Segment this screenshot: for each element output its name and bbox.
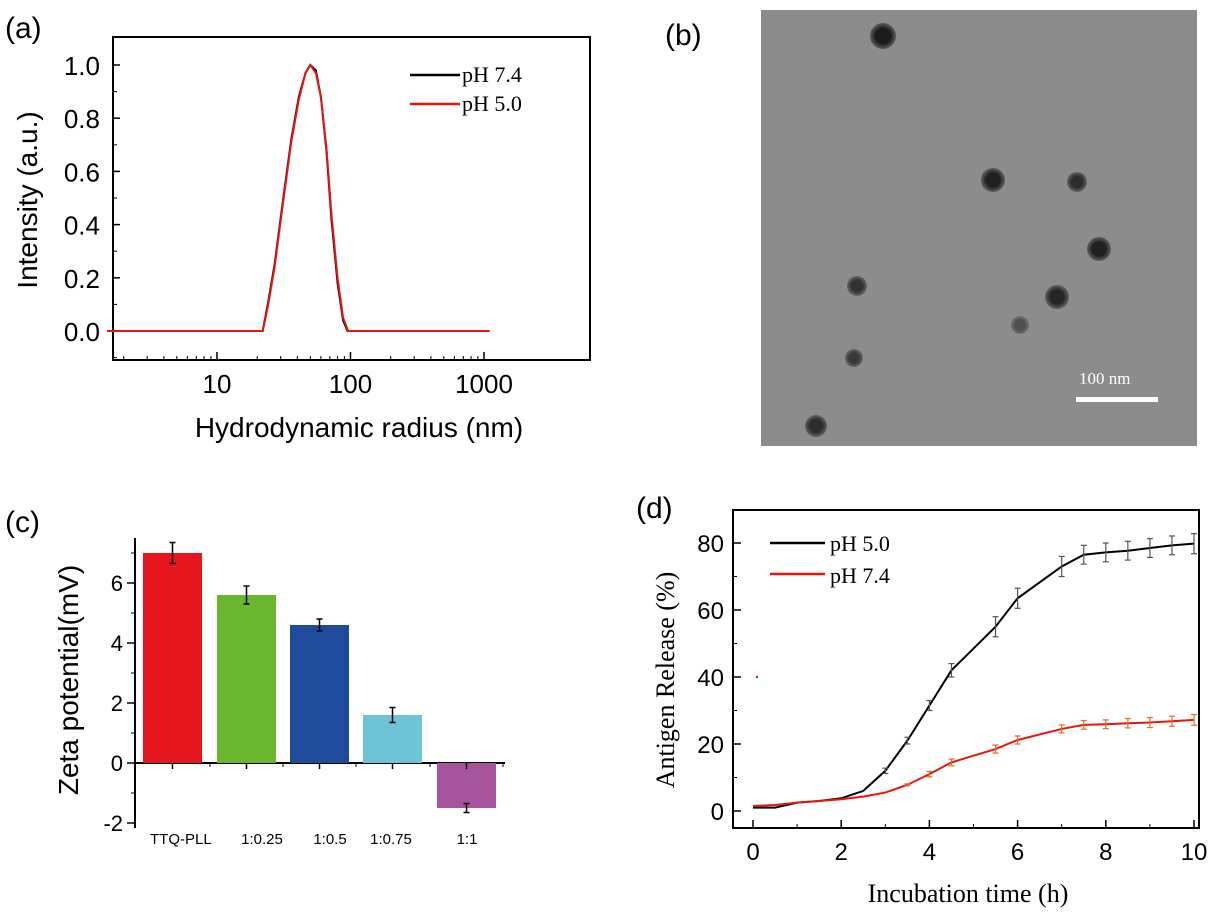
y-tick-label-d: 80 — [697, 531, 724, 558]
y-tick-label-d: 40 — [697, 665, 724, 692]
y-tick-label-c: 6 — [111, 571, 123, 596]
x-tick-label-d: 4 — [923, 839, 936, 866]
legend-label-ph74: pH 7.4 — [462, 62, 522, 87]
x-tick-label-c: 1:1 — [457, 831, 478, 848]
x-tick-label-c: 1:0.5 — [313, 831, 346, 848]
plot-frame-d — [732, 509, 1200, 829]
stray-marker — [755, 675, 759, 679]
x-tick-label-d: 8 — [1099, 839, 1112, 866]
x-axis-title-a: Hydrodynamic radius (nm) — [195, 412, 523, 443]
nanoparticle — [1067, 172, 1087, 192]
x-tick-label-a: 1000 — [455, 369, 513, 399]
nanoparticle — [847, 276, 867, 296]
bar-1:0.25 — [217, 595, 276, 763]
x-tick-label-d: 6 — [1011, 839, 1024, 866]
bar-ttq-pll — [143, 553, 202, 763]
y-tick-label-d: 20 — [697, 732, 724, 759]
x-tick-label-c: 1:0.25 — [241, 831, 283, 848]
legend-d: pH 5.0 pH 7.4 — [770, 531, 890, 588]
series-line-ph50 — [107, 63, 490, 332]
y-tick-label-c: -2 — [103, 811, 123, 836]
tem-micrograph: 100 nm — [761, 10, 1197, 446]
scale-bar — [1076, 397, 1158, 402]
y-tick-label-a: 0.6 — [64, 157, 100, 187]
y-tick-label-a: 0.0 — [64, 317, 100, 347]
panel-label-b: (b) — [665, 19, 702, 52]
y-tick-label-a: 0.8 — [64, 104, 100, 134]
y-tick-label-c: 4 — [111, 631, 123, 656]
series-line-ph50 — [753, 542, 1195, 809]
panel-a-chart: 0.0 0.2 0.4 0.6 0.8 1.0 10 100 1000 pH 7.4 pH 5.… — [12, 36, 591, 443]
x-tick-label-d: 0 — [746, 839, 759, 866]
legend-a: pH 7.4 pH 5.0 — [410, 62, 522, 116]
y-tick-label-a: 0.4 — [64, 211, 100, 241]
panel-label-a: (a) — [5, 12, 42, 45]
nanoparticle — [1087, 237, 1111, 261]
nanoparticle — [1011, 316, 1029, 334]
panel-c-chart: -2 0 2 4 6 TTQ-PLL 1:0.25 1:0.5 1:0.75 1:1 Zeta … — [53, 538, 505, 848]
y-tick-label-c: 2 — [111, 691, 123, 716]
legend-label-ph74-d: pH 7.4 — [830, 563, 890, 588]
series-line-ph74 — [752, 718, 1195, 807]
y-axis-title-a: Intensity (a.u.) — [12, 111, 43, 288]
y-tick-label-c: 0 — [111, 751, 123, 776]
x-axis-title-d: Incubation time (h) — [868, 879, 1069, 908]
x-tick-label-d: 2 — [835, 839, 848, 866]
x-tick-label-c: TTQ-PLL — [150, 831, 212, 848]
nanoparticle — [870, 23, 896, 49]
y-tick-label-d: 0 — [711, 799, 724, 826]
y-tick-label-d: 60 — [697, 598, 724, 625]
x-tick-label-a: 10 — [203, 369, 232, 399]
bar-1:1 — [437, 763, 496, 808]
bar-1:0.5 — [290, 625, 349, 763]
legend-label-ph50-d: pH 5.0 — [830, 531, 890, 556]
x-tick-label-d: 10 — [1181, 839, 1208, 866]
nanoparticle — [981, 168, 1005, 192]
panel-label-c: (c) — [5, 506, 40, 539]
nanoparticle — [1045, 285, 1069, 309]
scale-bar-label: 100 nm — [1079, 369, 1131, 388]
legend-label-ph50: pH 5.0 — [462, 91, 522, 116]
x-tick-label-a: 100 — [329, 369, 372, 399]
x-tick-label-c: 1:0.75 — [370, 831, 412, 848]
panel-d-chart: 0 20 40 60 80 0 2 4 6 8 10 pH 5.0 pH 7.4 Incubatio… — [651, 509, 1208, 908]
nanoparticle — [845, 349, 863, 367]
y-tick-label-a: 1.0 — [64, 51, 100, 81]
panel-label-d: (d) — [636, 492, 673, 525]
y-axis-title-d: Antigen Release (%) — [651, 572, 680, 789]
y-tick-label-a: 0.2 — [64, 264, 100, 294]
y-axis-title-c: Zeta potential(mV) — [53, 565, 84, 795]
nanoparticle — [805, 415, 827, 437]
